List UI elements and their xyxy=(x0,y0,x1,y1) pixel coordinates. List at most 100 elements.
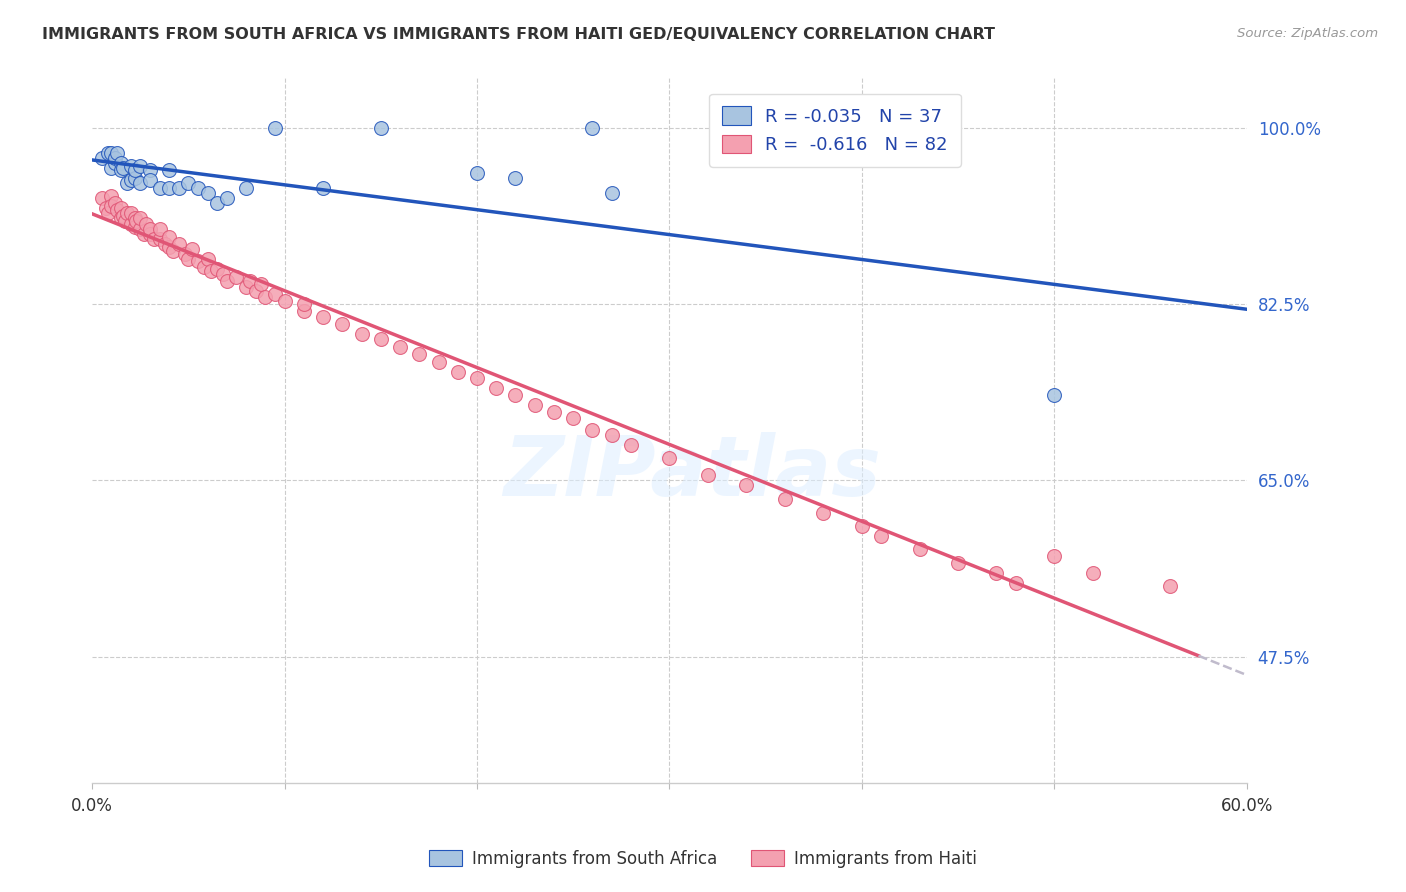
Point xyxy=(129,176,152,190)
Point xyxy=(104,156,127,170)
Point xyxy=(581,120,603,135)
Point xyxy=(120,173,142,187)
Point xyxy=(505,171,527,186)
Point xyxy=(105,146,128,161)
Point xyxy=(90,151,112,165)
Point xyxy=(312,181,335,195)
Point xyxy=(124,171,146,186)
Point xyxy=(120,217,142,231)
Point xyxy=(239,274,262,288)
Point xyxy=(135,217,157,231)
Point xyxy=(110,156,132,170)
Point xyxy=(97,146,120,161)
Point xyxy=(148,221,170,235)
Point xyxy=(292,304,315,318)
Point xyxy=(562,411,585,425)
Point xyxy=(207,196,229,211)
Point xyxy=(100,161,122,175)
Point xyxy=(197,186,219,201)
Point xyxy=(104,196,127,211)
Point xyxy=(110,163,132,178)
Point xyxy=(173,246,195,260)
Point xyxy=(115,206,138,220)
Point xyxy=(465,166,488,180)
Point xyxy=(124,219,146,234)
Point xyxy=(111,210,134,224)
Point xyxy=(1043,549,1066,563)
Point xyxy=(129,221,152,235)
Point xyxy=(215,191,238,205)
Text: ZIPatlas: ZIPatlas xyxy=(503,432,882,513)
Point xyxy=(620,438,643,452)
Point xyxy=(197,252,219,266)
Point xyxy=(312,310,335,325)
Point xyxy=(177,176,200,190)
Point xyxy=(658,451,681,466)
Point xyxy=(292,297,315,311)
Point xyxy=(225,269,247,284)
Point xyxy=(187,253,209,268)
Point xyxy=(870,529,893,543)
Point xyxy=(813,506,835,520)
Point xyxy=(408,347,430,361)
Point xyxy=(235,280,257,294)
Point xyxy=(129,211,152,226)
Point xyxy=(543,405,565,419)
Point xyxy=(200,264,222,278)
Legend: R = -0.035   N = 37, R =  -0.616   N = 82: R = -0.035 N = 37, R = -0.616 N = 82 xyxy=(710,94,960,167)
Point xyxy=(181,242,204,256)
Point xyxy=(148,181,170,195)
Point xyxy=(851,518,873,533)
Point xyxy=(187,181,209,195)
Point xyxy=(215,274,238,288)
Point xyxy=(505,388,527,402)
Point xyxy=(155,236,177,251)
Point xyxy=(100,199,122,213)
Text: IMMIGRANTS FROM SOUTH AFRICA VS IMMIGRANTS FROM HAITI GED/EQUIVALENCY CORRELATIO: IMMIGRANTS FROM SOUTH AFRICA VS IMMIGRAN… xyxy=(42,27,995,42)
Point xyxy=(254,290,277,304)
Point xyxy=(142,232,165,246)
Point xyxy=(157,181,180,195)
Point xyxy=(100,189,122,203)
Point xyxy=(273,294,295,309)
Point xyxy=(600,186,623,201)
Point xyxy=(110,211,132,226)
Point xyxy=(908,541,931,556)
Point xyxy=(523,398,546,412)
Point xyxy=(157,229,180,244)
Point xyxy=(139,221,162,235)
Point xyxy=(465,370,488,384)
Point xyxy=(114,213,136,227)
Point xyxy=(1159,579,1181,593)
Point xyxy=(986,566,1008,581)
Point xyxy=(157,163,180,178)
Point xyxy=(100,146,122,161)
Point xyxy=(120,159,142,173)
Point xyxy=(735,478,758,492)
Point xyxy=(125,213,148,227)
Point xyxy=(134,227,156,241)
Point xyxy=(696,468,718,483)
Point xyxy=(447,365,470,379)
Text: Source: ZipAtlas.com: Source: ZipAtlas.com xyxy=(1237,27,1378,40)
Point xyxy=(129,159,152,173)
Point xyxy=(124,163,146,178)
Point xyxy=(946,556,969,570)
Point xyxy=(162,244,184,258)
Point xyxy=(157,240,180,254)
Point xyxy=(581,423,603,437)
Point xyxy=(250,277,273,291)
Point xyxy=(427,354,450,368)
Point xyxy=(330,318,353,332)
Point xyxy=(245,284,267,298)
Legend: Immigrants from South Africa, Immigrants from Haiti: Immigrants from South Africa, Immigrants… xyxy=(422,844,984,875)
Point xyxy=(600,428,623,442)
Point xyxy=(370,120,392,135)
Point xyxy=(485,381,508,395)
Point xyxy=(193,260,215,274)
Point xyxy=(111,161,134,175)
Point xyxy=(1043,388,1066,402)
Point xyxy=(167,181,190,195)
Point xyxy=(177,252,200,266)
Point xyxy=(350,327,373,342)
